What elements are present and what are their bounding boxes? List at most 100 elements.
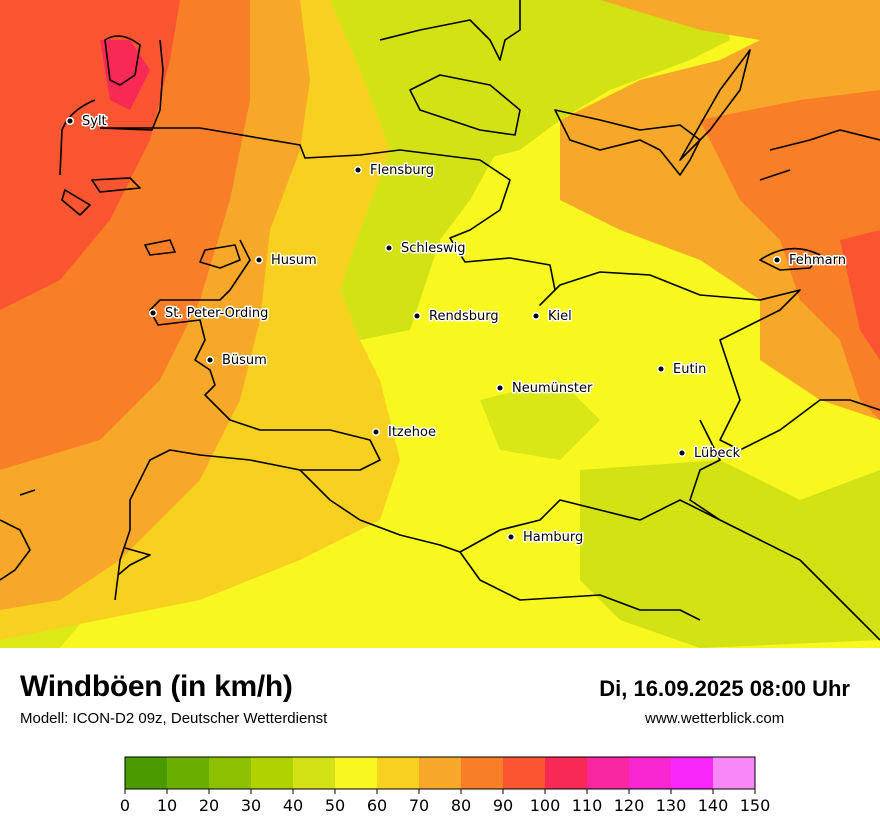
legend-tick-label: 140 — [698, 796, 729, 815]
coast-sylt — [59, 35, 164, 176]
website-link[interactable]: www.wetterblick.com — [645, 710, 785, 727]
coast-baltic — [100, 127, 880, 451]
city-label: Büsum — [222, 353, 267, 368]
legend-tick-label: 20 — [199, 796, 219, 815]
city-dot — [531, 311, 541, 321]
coast-denmark-north — [379, 0, 521, 61]
city-marker: Kiel — [531, 308, 573, 326]
coast-east — [759, 129, 880, 181]
city-label: Lübeck — [694, 446, 741, 461]
legend-tick-label: 60 — [367, 796, 387, 815]
city-marker: Itzehoe — [371, 424, 437, 442]
field-green-north-2 — [470, 0, 730, 160]
legend-swatch — [503, 757, 545, 789]
city-marker: Husum — [254, 252, 318, 270]
city-label: Schleswig — [401, 241, 466, 256]
field-green-center — [480, 380, 600, 460]
forecast-datetime: Di, 16.09.2025 08:00 Uhr — [599, 676, 850, 701]
legend-swatch — [671, 757, 713, 789]
coastline-layer — [0, 0, 880, 641]
border-hh-sh — [459, 499, 880, 641]
page-title: Windböen (in km/h) — [20, 670, 293, 703]
city-dot — [412, 311, 422, 321]
coast-elbe-south — [0, 489, 36, 581]
legend-swatch — [419, 757, 461, 789]
legend-swatch — [335, 757, 377, 789]
legend-tick-label: 30 — [241, 796, 261, 815]
city-label: Itzehoe — [388, 425, 436, 440]
border-luebeck — [689, 419, 721, 521]
legend-tick-label: 120 — [614, 796, 645, 815]
city-dot — [506, 532, 516, 542]
field-green-southeast — [580, 460, 880, 648]
city-marker: Rendsburg — [412, 308, 500, 326]
border-elbe — [459, 551, 701, 621]
city-marker: Schleswig — [384, 240, 467, 258]
city-label: St. Peter-Ording — [165, 306, 268, 321]
city-dot — [205, 355, 215, 365]
city-dot — [353, 165, 363, 175]
legend-swatch — [713, 757, 755, 789]
coast-foehr — [91, 177, 141, 193]
city-marker: Sylt — [65, 113, 108, 131]
legend-tick-label: 130 — [656, 796, 687, 815]
city-label: Kiel — [548, 309, 572, 324]
city-label: Neumünster — [512, 381, 593, 396]
coast-cuxhaven — [117, 547, 151, 576]
city-marker: Fehmarn — [772, 252, 848, 270]
legend-tick-label: 10 — [157, 796, 177, 815]
wind-gust-map: Sylt Flensburg Schleswig Husum St. Peter-Ord… — [0, 0, 880, 648]
legend-swatch — [377, 757, 419, 789]
legend-tick-label: 0 — [120, 796, 130, 815]
legend-tick-label: 50 — [325, 796, 345, 815]
legend-tick-label: 150 — [740, 796, 771, 815]
legend-swatch — [587, 757, 629, 789]
city-label: Flensburg — [370, 163, 434, 178]
wind-field-layer — [0, 0, 880, 648]
city-label: Hamburg — [523, 530, 583, 545]
field-red-east — [840, 230, 880, 360]
coast-fehmarn — [759, 247, 821, 271]
city-label: Rendsburg — [429, 309, 499, 324]
city-dot — [772, 255, 782, 265]
city-marker: Büsum — [205, 352, 268, 370]
coast-falster — [679, 49, 751, 161]
legend-swatches — [124, 756, 756, 790]
legend-swatch — [293, 757, 335, 789]
city-label: Fehmarn — [789, 253, 846, 268]
coast-als — [409, 74, 521, 136]
legend-swatch — [251, 757, 293, 789]
field-orange-northeast — [600, 0, 880, 40]
legend-border — [124, 756, 756, 790]
legend-swatch — [545, 757, 587, 789]
color-legend: 0 10 20 30 40 50 60 70 80 90 100 110 120 130 140 150 — [100, 752, 780, 824]
coast-elbe-north — [299, 469, 461, 553]
legend-tick-label: 80 — [451, 796, 471, 815]
city-dot — [384, 243, 394, 253]
legend-swatch — [209, 757, 251, 789]
city-label: Eutin — [673, 362, 706, 377]
city-dot — [495, 383, 505, 393]
city-marker: Hamburg — [506, 529, 585, 547]
legend-swatch — [629, 757, 671, 789]
city-marker: St. Peter-Ording — [148, 305, 270, 323]
city-label: Sylt — [82, 114, 107, 129]
model-subtitle: Modell: ICON-D2 09z, Deutscher Wetterdie… — [20, 710, 328, 727]
city-marker: Flensburg — [353, 162, 435, 180]
legend-tick-label: 40 — [283, 796, 303, 815]
city-marker: Lübeck — [677, 445, 742, 463]
coast-west-mainland — [114, 239, 381, 601]
coast-pellworm — [199, 244, 241, 269]
city-marker: Neumünster — [495, 380, 594, 398]
city-dot — [656, 364, 666, 374]
legend-swatch — [461, 757, 503, 789]
city-marker: Eutin — [656, 361, 708, 379]
coast-amrum — [61, 189, 91, 216]
city-markers: Sylt Flensburg Schleswig Husum St. Peter-Ord… — [65, 113, 848, 547]
city-dot — [371, 427, 381, 437]
coast-hallig — [144, 239, 176, 256]
legend-tick-label: 110 — [572, 796, 603, 815]
field-orange-red-east — [700, 90, 880, 420]
city-dot — [148, 308, 158, 318]
legend-ticks: 0 10 20 30 40 50 60 70 80 90 100 110 120 130 140 150 — [120, 789, 770, 815]
